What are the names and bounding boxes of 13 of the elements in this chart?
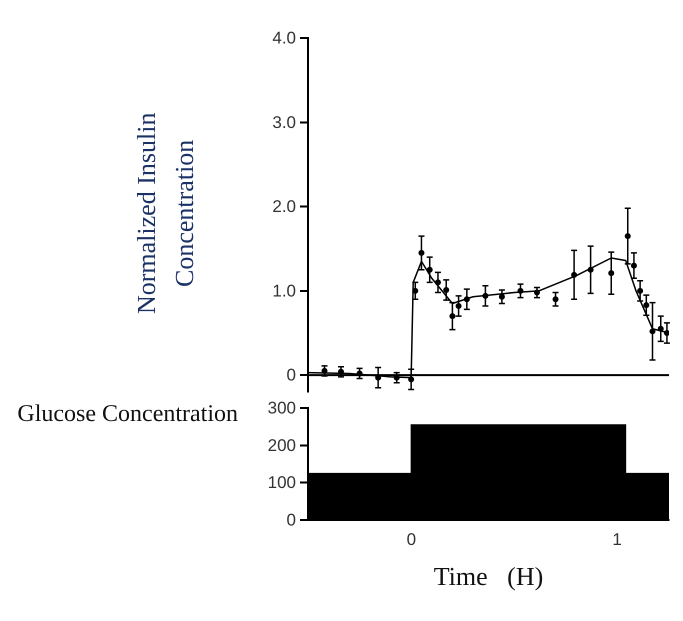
y-tick-label: 100 bbox=[268, 473, 296, 492]
y-tick-label: 2.0 bbox=[272, 197, 296, 216]
y-tick-label: 0 bbox=[286, 510, 296, 530]
x-axis-title: Time (H) bbox=[434, 562, 544, 592]
y-tick-label: 3.0 bbox=[272, 112, 296, 132]
y-tick-label: 1.0 bbox=[272, 281, 296, 300]
y-tick-label: 0 bbox=[286, 366, 296, 385]
y-tick-label: 300 bbox=[268, 398, 296, 418]
y-tick-label: 4.0 bbox=[272, 28, 296, 48]
y-axis-title: Glucose Concentration bbox=[16, 400, 238, 429]
x-tick-label: 1 bbox=[612, 530, 622, 550]
y-axis-title: Normalized Insulin Concentration bbox=[131, 111, 200, 316]
y-tick-label: 200 bbox=[268, 436, 296, 455]
